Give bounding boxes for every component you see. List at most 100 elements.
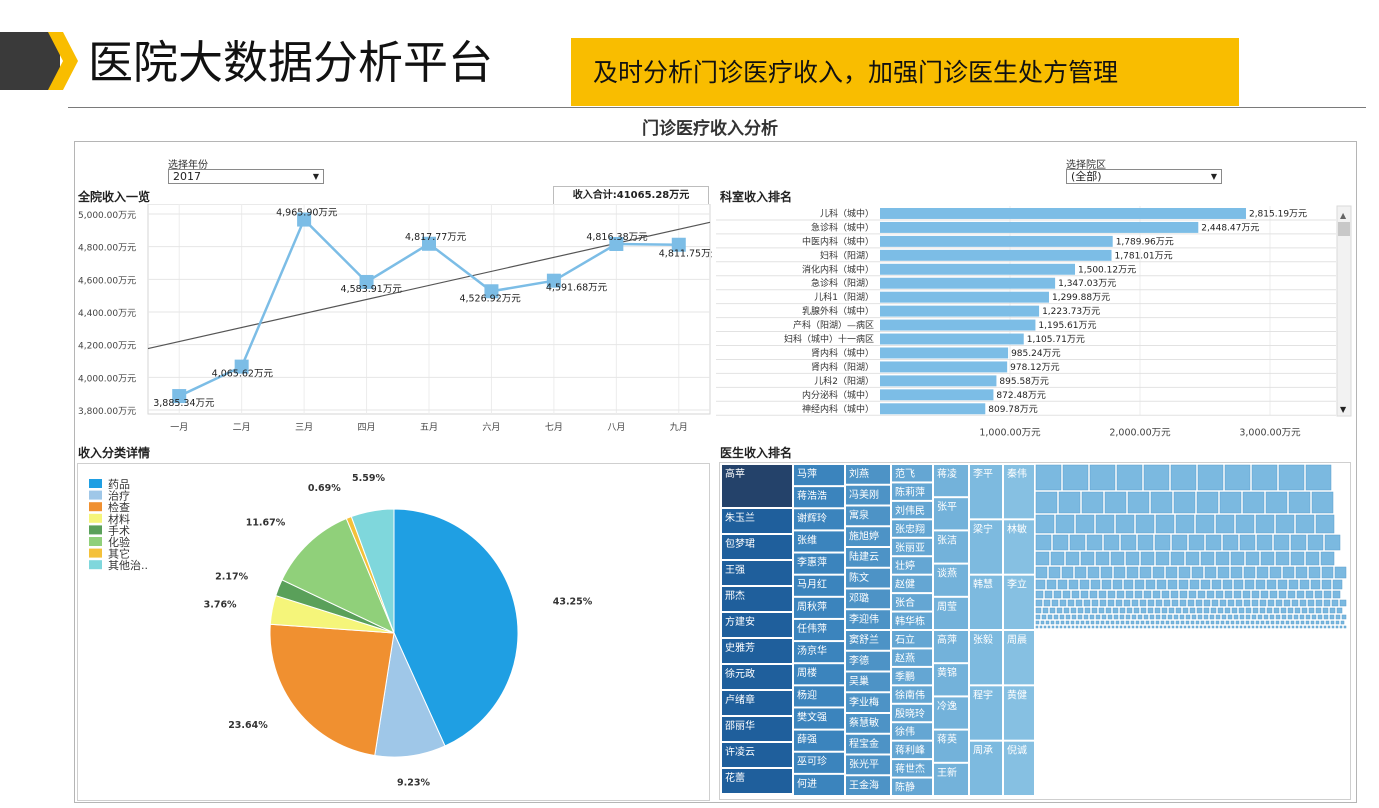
- treemap-cell[interactable]: [1125, 551, 1140, 566]
- treemap-cell[interactable]: [1083, 614, 1089, 620]
- treemap-cell[interactable]: [1071, 625, 1075, 629]
- treemap-cell[interactable]: [1123, 599, 1131, 607]
- bar[interactable]: [880, 277, 1056, 289]
- treemap-cell[interactable]: [1185, 614, 1191, 620]
- treemap-cell[interactable]: [1179, 599, 1187, 607]
- treemap-cell[interactable]: [1335, 614, 1341, 620]
- treemap-cell[interactable]: [1182, 607, 1189, 614]
- treemap-cell[interactable]: [1091, 599, 1099, 607]
- treemap-cell[interactable]: [794, 575, 844, 596]
- treemap-cell[interactable]: [1307, 534, 1324, 551]
- treemap-cell[interactable]: [1168, 607, 1175, 614]
- treemap-cell[interactable]: [892, 612, 932, 629]
- treemap-cell[interactable]: [1155, 599, 1163, 607]
- treemap-cell[interactable]: [1277, 579, 1288, 590]
- treemap-cell[interactable]: [1127, 625, 1131, 629]
- treemap-cell[interactable]: [1179, 590, 1188, 599]
- treemap-cell[interactable]: [1107, 625, 1111, 629]
- treemap-cell[interactable]: [722, 509, 792, 533]
- treemap-cell[interactable]: [1080, 590, 1089, 599]
- treemap-cell[interactable]: [722, 587, 792, 611]
- treemap-cell[interactable]: [846, 776, 890, 795]
- treemap-cell[interactable]: [1063, 607, 1070, 614]
- treemap-cell[interactable]: [1238, 607, 1245, 614]
- treemap-cell[interactable]: [1329, 607, 1336, 614]
- treemap-cell[interactable]: [1137, 614, 1143, 620]
- treemap-cell[interactable]: [1126, 607, 1133, 614]
- treemap-cell[interactable]: [1310, 579, 1321, 590]
- treemap-cell[interactable]: [1147, 625, 1151, 629]
- treemap-cell[interactable]: [1273, 534, 1290, 551]
- treemap-cell[interactable]: [892, 575, 932, 593]
- treemap-cell[interactable]: [1281, 614, 1287, 620]
- treemap-cell[interactable]: [1251, 599, 1259, 607]
- treemap-cell[interactable]: [722, 639, 792, 663]
- treemap-cell[interactable]: [1107, 599, 1115, 607]
- treemap-cell[interactable]: [1195, 625, 1199, 629]
- treemap-cell[interactable]: [1080, 620, 1085, 625]
- treemap-cell[interactable]: [1110, 620, 1115, 625]
- treemap-cell[interactable]: [1257, 614, 1263, 620]
- treemap-cell[interactable]: [1139, 566, 1152, 579]
- treemap-cell[interactable]: [1321, 579, 1332, 590]
- treemap-cell[interactable]: [892, 538, 932, 556]
- treemap-cell[interactable]: [846, 485, 890, 505]
- treemap-cell[interactable]: [1308, 566, 1321, 579]
- treemap-cell[interactable]: [1189, 579, 1200, 590]
- treemap-cell[interactable]: [1303, 625, 1307, 629]
- treemap-cell[interactable]: [1056, 607, 1063, 614]
- treemap-cell[interactable]: [1090, 579, 1101, 590]
- treemap-cell[interactable]: [1107, 590, 1116, 599]
- treemap-cell[interactable]: [1035, 579, 1046, 590]
- treemap-cell[interactable]: [794, 487, 844, 508]
- treemap-cell[interactable]: [1251, 464, 1278, 491]
- treemap-cell[interactable]: [1235, 599, 1243, 607]
- treemap-cell[interactable]: [794, 752, 844, 773]
- treemap-cell[interactable]: [1336, 607, 1343, 614]
- year-select[interactable]: 2017 ▼: [168, 169, 324, 184]
- scrollbar-thumb[interactable]: [1338, 222, 1350, 236]
- treemap-cell[interactable]: [1295, 625, 1299, 629]
- treemap-cell[interactable]: [1215, 590, 1224, 599]
- treemap-cell[interactable]: [1255, 579, 1266, 590]
- treemap-cell[interactable]: [1167, 625, 1171, 629]
- treemap-cell[interactable]: [1004, 631, 1034, 685]
- treemap-cell[interactable]: [1295, 514, 1315, 534]
- treemap-cell[interactable]: [1210, 620, 1215, 625]
- treemap-cell[interactable]: [1207, 625, 1211, 629]
- bar[interactable]: [880, 291, 1049, 303]
- treemap-cell[interactable]: [934, 763, 968, 795]
- treemap-cell[interactable]: [1135, 625, 1139, 629]
- treemap-cell[interactable]: [970, 686, 1002, 740]
- bar[interactable]: [880, 305, 1040, 317]
- treemap-cell[interactable]: [1089, 614, 1095, 620]
- treemap-cell[interactable]: [934, 531, 968, 563]
- treemap-cell[interactable]: [1315, 625, 1319, 629]
- treemap-cell[interactable]: [1119, 625, 1123, 629]
- treemap-cell[interactable]: [1242, 491, 1265, 514]
- treemap-cell[interactable]: [1296, 590, 1305, 599]
- treemap-cell[interactable]: [1308, 607, 1315, 614]
- treemap-cell[interactable]: [1035, 534, 1052, 551]
- treemap-cell[interactable]: [1311, 625, 1315, 629]
- treemap-cell[interactable]: [1323, 599, 1331, 607]
- treemap-cell[interactable]: [1299, 625, 1303, 629]
- treemap-cell[interactable]: [722, 561, 792, 585]
- treemap-cell[interactable]: [1324, 534, 1341, 551]
- treemap-cell[interactable]: [846, 651, 890, 671]
- treemap-cell[interactable]: [1155, 614, 1161, 620]
- treemap-cell[interactable]: [1235, 514, 1255, 534]
- treemap-cell[interactable]: [846, 465, 890, 484]
- treemap-cell[interactable]: [1115, 625, 1119, 629]
- treemap-cell[interactable]: [1143, 590, 1152, 599]
- bar[interactable]: [880, 347, 1009, 359]
- treemap-cell[interactable]: [1305, 464, 1332, 491]
- treemap-cell[interactable]: [1171, 625, 1175, 629]
- treemap-cell[interactable]: [1325, 620, 1330, 625]
- treemap-cell[interactable]: [1125, 590, 1134, 599]
- treemap-cell[interactable]: [1217, 607, 1224, 614]
- treemap-cell[interactable]: [1279, 625, 1283, 629]
- treemap-cell[interactable]: [846, 548, 890, 567]
- treemap-cell[interactable]: [1147, 607, 1154, 614]
- treemap-cell[interactable]: [1085, 620, 1090, 625]
